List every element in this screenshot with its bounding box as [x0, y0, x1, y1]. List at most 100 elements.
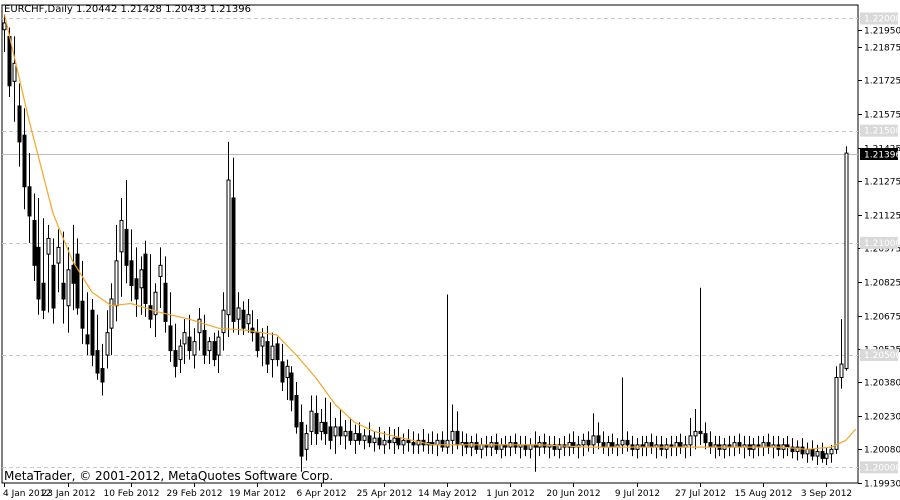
candle-body	[114, 260, 119, 307]
x-tick-label: 19 Mar 2012	[229, 489, 286, 499]
candle-body	[56, 246, 61, 264]
y-tick-label: 1.20825	[864, 279, 900, 289]
candle-body	[703, 433, 708, 444]
candle-body	[75, 253, 80, 309]
candle-body	[231, 197, 236, 322]
candle-body	[270, 345, 275, 361]
candle-body	[586, 439, 591, 446]
candle-body	[173, 350, 178, 367]
candle-body	[46, 237, 51, 255]
ohlc-values: 1.20442 1.21428 1.20433 1.21396	[76, 4, 251, 15]
candle-body	[333, 426, 338, 437]
level-box	[860, 349, 898, 362]
candle-body	[246, 314, 251, 325]
candle-body	[810, 448, 815, 457]
chart-header: EURCHF,Daily 1.20442 1.21428 1.20433 1.2…	[4, 4, 251, 15]
candle-body	[610, 442, 615, 448]
candle-body	[202, 329, 207, 356]
candle-body	[348, 430, 353, 441]
candle-body	[620, 439, 625, 446]
y-tick-label: 1.20675	[864, 313, 900, 323]
level-box	[860, 461, 898, 474]
candle-body	[12, 62, 17, 82]
candle-body	[85, 334, 90, 345]
candle-body	[182, 332, 187, 345]
candle-body	[528, 444, 533, 450]
candle-body	[216, 336, 221, 356]
candle-body	[571, 442, 576, 448]
y-tick-label: 1.21875	[864, 44, 900, 54]
candle-body	[294, 394, 299, 428]
candle-body	[674, 442, 679, 448]
y-tick-label: 1.21125	[864, 212, 900, 222]
candle-body	[187, 336, 192, 352]
candle-body	[357, 433, 362, 441]
candle-body	[241, 309, 246, 329]
candle-body	[109, 298, 114, 329]
candle-body	[392, 437, 397, 444]
candle-body	[265, 341, 270, 365]
level-label: 1.21000	[864, 239, 900, 249]
candle-body	[435, 439, 440, 446]
candle-body	[494, 442, 499, 450]
candle-body	[36, 246, 41, 300]
candle-body	[708, 442, 713, 448]
candle-body	[567, 442, 572, 448]
candle-body	[800, 446, 805, 455]
candle-body	[139, 269, 144, 289]
candle-body	[41, 282, 46, 311]
candle-body	[440, 439, 445, 448]
x-tick-label: 10 Feb 2012	[103, 489, 159, 499]
candle-body	[581, 439, 586, 446]
candle-body	[387, 439, 392, 444]
candle-body	[820, 451, 825, 459]
y-tick-label: 1.20230	[864, 413, 900, 423]
candle-body	[178, 345, 183, 361]
current-price-box	[860, 148, 898, 160]
candle-body	[557, 444, 562, 450]
copyright-text: MetaTrader, © 2001-2012, MetaQuotes Soft…	[4, 469, 334, 483]
candle-body	[95, 350, 100, 374]
candle-body	[625, 439, 630, 446]
candle-body	[343, 430, 348, 437]
candle-body	[314, 412, 319, 435]
candle-body	[328, 426, 333, 441]
y-tick-label: 1.21725	[864, 77, 900, 87]
y-tick-label: 1.21275	[864, 178, 900, 188]
candle-body	[226, 179, 231, 316]
candle-body	[289, 372, 294, 401]
level-box	[860, 12, 898, 25]
candle-body	[552, 444, 557, 450]
candle-body	[129, 260, 134, 287]
candle-body	[148, 305, 153, 320]
x-tick-label: 15 Aug 2012	[735, 489, 793, 499]
candle-body	[71, 264, 76, 284]
level-label: 1.21500	[864, 127, 900, 137]
candle-body	[280, 361, 285, 383]
candle-body	[396, 437, 401, 446]
y-tick-label: 1.20380	[864, 379, 900, 389]
candle-body	[693, 430, 698, 437]
y-tick-label: 1.19930	[864, 480, 900, 490]
candle-body	[17, 105, 22, 143]
symbol-label: EURCHF,Daily	[4, 4, 73, 15]
candle-body	[416, 439, 421, 446]
candle-body	[192, 341, 197, 356]
candle-body	[7, 35, 12, 87]
x-tick-label: 23 Jan 2012	[42, 489, 96, 499]
x-tick-label: 25 Apr 2012	[357, 489, 413, 499]
y-tick-label: 1.20975	[864, 245, 900, 255]
candle-body	[790, 446, 795, 453]
candle-body	[785, 444, 790, 448]
candle-body	[678, 442, 683, 448]
candle-body	[51, 264, 56, 309]
x-tick-label: 1 Jun 2012	[486, 489, 534, 499]
candle-body	[323, 421, 328, 435]
candle-body	[523, 444, 528, 450]
level-label: 1.22000	[864, 14, 900, 24]
candle-body	[411, 442, 416, 446]
candle-body	[168, 325, 173, 352]
x-tick-label: 4 Jan 2012	[3, 489, 51, 499]
